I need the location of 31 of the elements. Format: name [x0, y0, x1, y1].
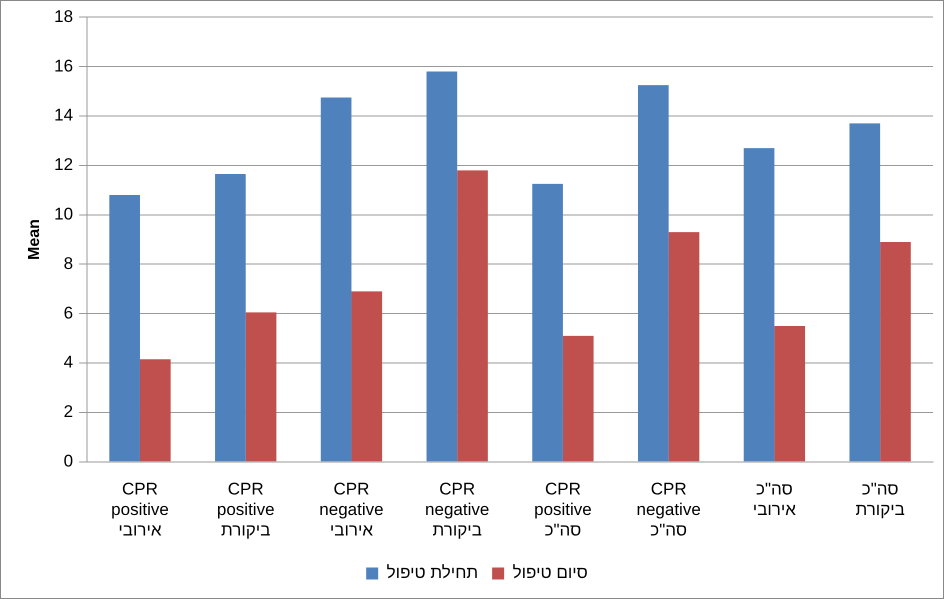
- bar: [320, 97, 352, 462]
- bar: [215, 174, 246, 462]
- bar: [109, 195, 140, 462]
- y-tick-label: 8: [64, 254, 74, 273]
- bar: [140, 359, 171, 462]
- bar: [562, 336, 594, 462]
- bar: [532, 184, 563, 462]
- y-tick-label: 14: [54, 106, 74, 125]
- bar: [849, 123, 880, 462]
- legend-label: תחילת טיפול: [386, 563, 478, 582]
- bar: [246, 312, 276, 462]
- y-tick-label: 2: [64, 402, 74, 422]
- bar: [351, 291, 382, 462]
- bar: [426, 72, 458, 462]
- bar: [638, 85, 669, 462]
- y-tick-label: 0: [64, 451, 74, 470]
- x-tick-label: סה"כ אירובי: [752, 480, 796, 520]
- y-tick-label: 10: [54, 204, 74, 224]
- bar: [774, 326, 806, 462]
- y-tick-label: 4: [64, 352, 74, 372]
- bar: [668, 232, 700, 462]
- bar: [880, 242, 911, 462]
- bar: [744, 148, 774, 462]
- legend-label: סיום טיפול: [512, 563, 588, 582]
- bar: [457, 170, 488, 462]
- y-tick-label: 12: [54, 155, 74, 174]
- x-tick-label: סה"כ ביקורת: [855, 480, 905, 520]
- y-tick-label: 6: [64, 303, 74, 322]
- y-tick-label: 16: [54, 56, 74, 76]
- y-tick-label: 18: [54, 6, 74, 26]
- y-axis-title: Mean: [26, 219, 44, 260]
